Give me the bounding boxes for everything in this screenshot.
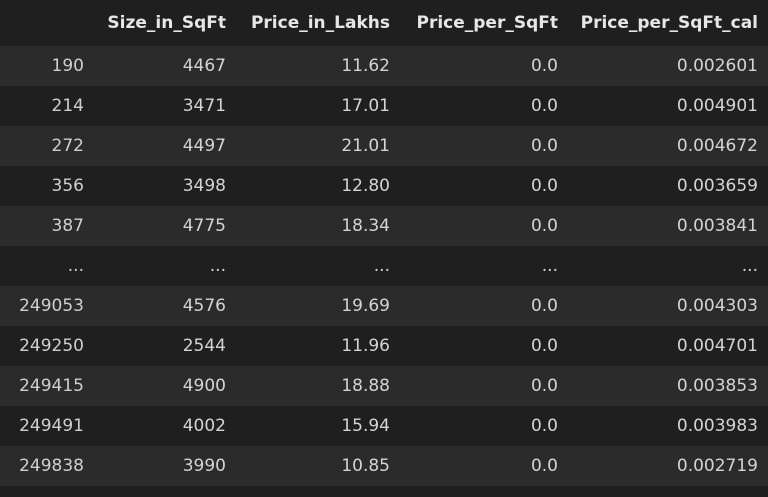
table-row: 356 3498 12.80 0.0 0.003659 bbox=[0, 166, 768, 206]
cell-price-in-lakhs: 11.62 bbox=[341, 56, 390, 76]
cell-price-in-lakhs: 21.01 bbox=[341, 136, 390, 156]
dataframe-table: Size_in_SqFt Price_in_Lakhs Price_per_Sq… bbox=[0, 0, 768, 486]
column-header-size-in-sqft: Size_in_SqFt bbox=[107, 13, 226, 33]
cell-price-per-sqft: 0.0 bbox=[530, 216, 558, 236]
cell-size-in-sqft: 4002 bbox=[182, 416, 226, 436]
cell-size-in-sqft: 4775 bbox=[182, 216, 226, 236]
cell-size-in-sqft: 4900 bbox=[182, 376, 226, 396]
column-header-price-in-lakhs: Price_in_Lakhs bbox=[250, 13, 390, 33]
cell-price-per-sqft-cal: 0.003659 bbox=[676, 176, 758, 196]
cell-price-in-lakhs: 11.96 bbox=[341, 336, 390, 356]
cell-price-per-sqft-cal: 0.002601 bbox=[676, 56, 758, 76]
table-row: 249053 4576 19.69 0.0 0.004303 bbox=[0, 286, 768, 326]
row-index: 249838 bbox=[19, 456, 84, 476]
row-index: 272 bbox=[51, 136, 84, 156]
column-header-price-per-sqft-cal: Price_per_SqFt_cal bbox=[580, 13, 758, 33]
cell-price-per-sqft: 0.0 bbox=[530, 296, 558, 316]
cell-size-in-sqft: ... bbox=[209, 256, 226, 276]
table-header: Size_in_SqFt Price_in_Lakhs Price_per_Sq… bbox=[0, 0, 768, 46]
table-row: 249250 2544 11.96 0.0 0.004701 bbox=[0, 326, 768, 366]
cell-price-per-sqft-cal: 0.004303 bbox=[676, 296, 758, 316]
cell-price-in-lakhs: 18.88 bbox=[341, 376, 390, 396]
cell-size-in-sqft: 3990 bbox=[182, 456, 226, 476]
cell-price-per-sqft: 0.0 bbox=[530, 336, 558, 356]
table-row: 272 4497 21.01 0.0 0.004672 bbox=[0, 126, 768, 166]
cell-size-in-sqft: 2544 bbox=[182, 336, 226, 356]
cell-price-per-sqft-cal: 0.002719 bbox=[676, 456, 758, 476]
table-row: 190 4467 11.62 0.0 0.002601 bbox=[0, 46, 768, 86]
table-body: 190 4467 11.62 0.0 0.002601 214 3471 17.… bbox=[0, 46, 768, 486]
row-index: ... bbox=[67, 256, 84, 276]
cell-price-per-sqft: 0.0 bbox=[530, 416, 558, 436]
row-index: 387 bbox=[51, 216, 84, 236]
cell-price-per-sqft-cal: 0.003853 bbox=[676, 376, 758, 396]
header-row: Size_in_SqFt Price_in_Lakhs Price_per_Sq… bbox=[0, 0, 768, 46]
row-index: 356 bbox=[51, 176, 84, 196]
cell-size-in-sqft: 4497 bbox=[182, 136, 226, 156]
cell-price-per-sqft: 0.0 bbox=[530, 176, 558, 196]
row-index: 249053 bbox=[19, 296, 84, 316]
table-row: 214 3471 17.01 0.0 0.004901 bbox=[0, 86, 768, 126]
cell-price-per-sqft: 0.0 bbox=[530, 376, 558, 396]
cell-price-in-lakhs: 12.80 bbox=[341, 176, 390, 196]
row-index: 190 bbox=[51, 56, 84, 76]
row-index: 249250 bbox=[19, 336, 84, 356]
table-row: 249491 4002 15.94 0.0 0.003983 bbox=[0, 406, 768, 446]
table-row: 387 4775 18.34 0.0 0.003841 bbox=[0, 206, 768, 246]
cell-price-per-sqft: 0.0 bbox=[530, 456, 558, 476]
row-index: 249491 bbox=[19, 416, 84, 436]
row-index: 249415 bbox=[19, 376, 84, 396]
cell-price-in-lakhs: 10.85 bbox=[341, 456, 390, 476]
cell-price-per-sqft-cal: ... bbox=[741, 256, 758, 276]
cell-price-per-sqft: 0.0 bbox=[530, 136, 558, 156]
cell-price-per-sqft: 0.0 bbox=[530, 96, 558, 116]
cell-size-in-sqft: 3471 bbox=[182, 96, 226, 116]
table-row: 249415 4900 18.88 0.0 0.003853 bbox=[0, 366, 768, 406]
table-row: 249838 3990 10.85 0.0 0.002719 bbox=[0, 446, 768, 486]
cell-size-in-sqft: 3498 bbox=[182, 176, 226, 196]
cell-price-per-sqft: 0.0 bbox=[530, 56, 558, 76]
cell-price-per-sqft-cal: 0.004701 bbox=[676, 336, 758, 356]
cell-price-in-lakhs: 19.69 bbox=[341, 296, 390, 316]
cell-price-per-sqft-cal: 0.003983 bbox=[676, 416, 758, 436]
cell-price-per-sqft-cal: 0.004672 bbox=[676, 136, 758, 156]
column-header-index bbox=[0, 0, 94, 46]
cell-size-in-sqft: 4576 bbox=[182, 296, 226, 316]
cell-price-in-lakhs: 18.34 bbox=[341, 216, 390, 236]
cell-price-in-lakhs: 17.01 bbox=[341, 96, 390, 116]
cell-price-in-lakhs: 15.94 bbox=[341, 416, 390, 436]
cell-price-per-sqft: ... bbox=[541, 256, 558, 276]
cell-price-per-sqft-cal: 0.004901 bbox=[676, 96, 758, 116]
row-index: 214 bbox=[51, 96, 84, 116]
cell-price-per-sqft-cal: 0.003841 bbox=[676, 216, 758, 236]
cell-price-in-lakhs: ... bbox=[373, 256, 390, 276]
column-header-price-per-sqft: Price_per_SqFt bbox=[416, 13, 558, 33]
cell-size-in-sqft: 4467 bbox=[182, 56, 226, 76]
table-row-ellipsis: ... ... ... ... ... bbox=[0, 246, 768, 286]
